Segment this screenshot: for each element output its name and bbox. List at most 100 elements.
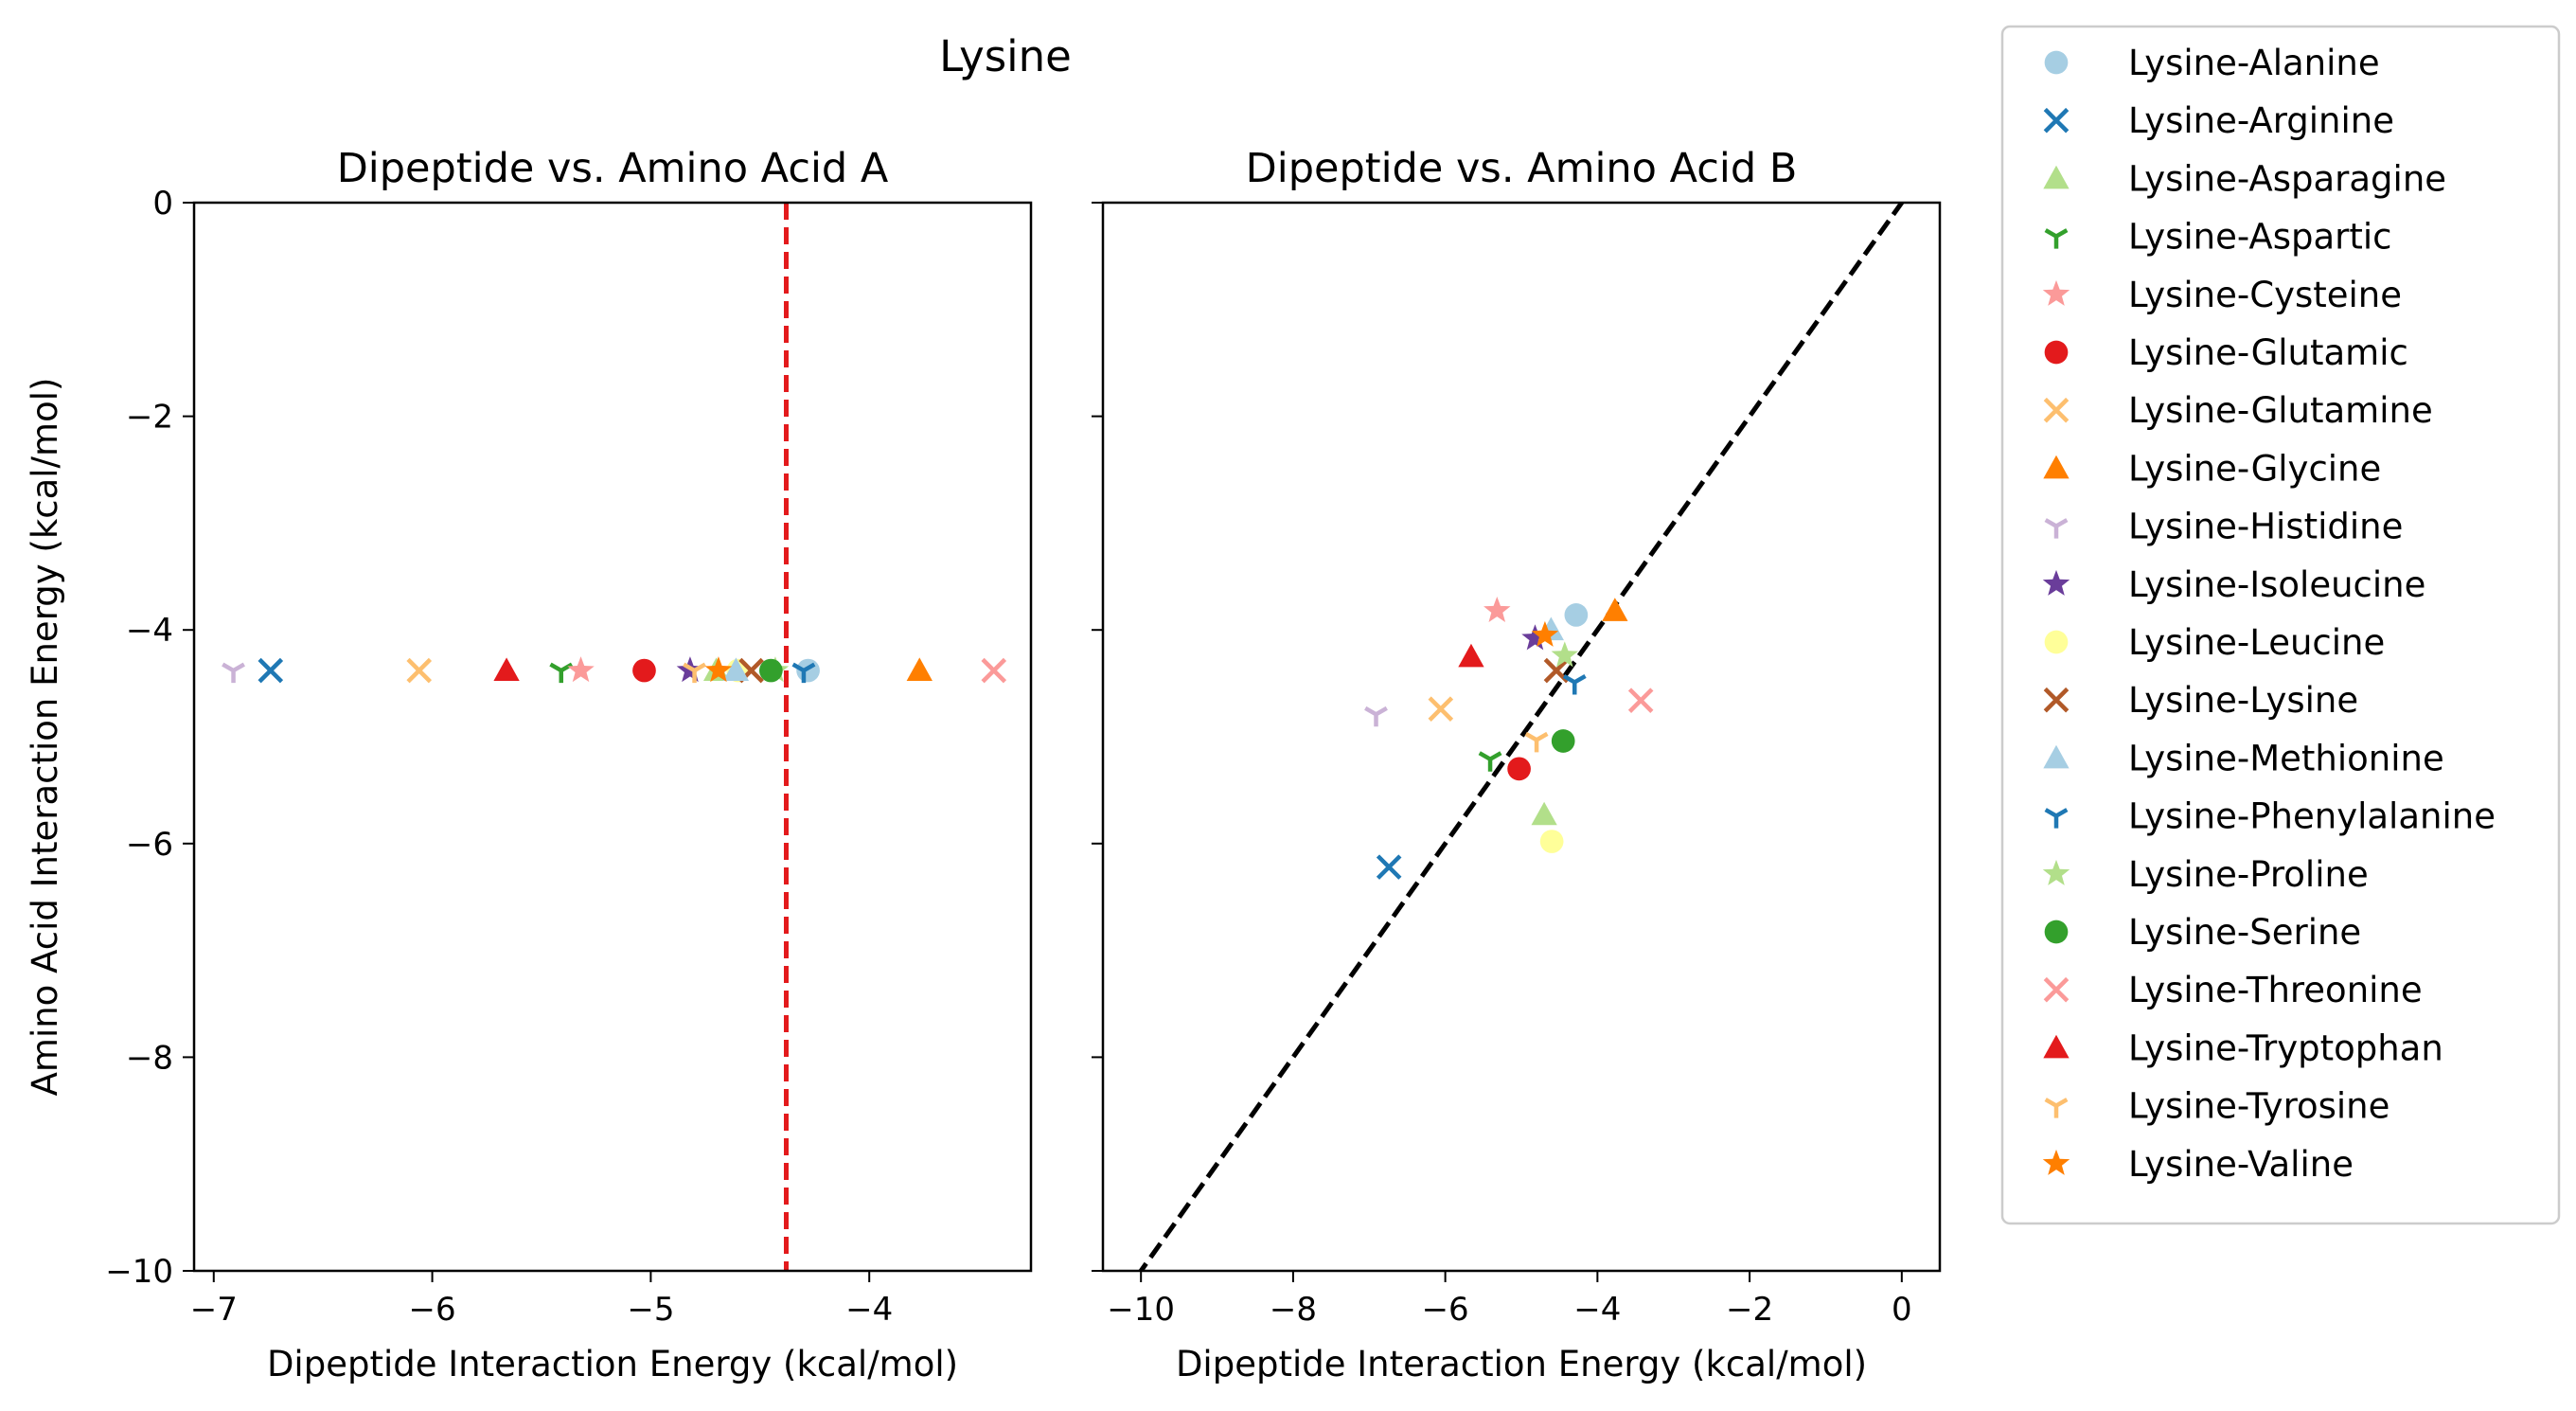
data-point-lysine-glutamine [1428,696,1454,722]
x-axis-label: Dipeptide Interaction Energy (kcal/mol) [1176,1344,1867,1384]
legend-item: Lysine-Isoleucine [2042,564,2425,605]
data-point-lysine-threonine [981,657,1007,684]
legend-item: Lysine-Phenylalanine [2044,796,2496,837]
data-point-lysine-glutamine [406,657,433,684]
legend-marker-lysine-glutamic [2044,340,2069,365]
legend-item: Lysine-Asparagine [2043,158,2446,199]
data-layer [1138,203,1905,1271]
legend-item: Lysine-Histidine [2044,507,2403,547]
legend-item: Lysine-Aspartic [2044,217,2392,258]
data-point-lysine-asparagine [1531,801,1557,826]
data-point-lysine-tyrosine [683,662,706,684]
legend-item: Lysine-Lysine [2043,680,2358,721]
legend-label: Lysine-Serine [2128,912,2361,953]
x-tick-label: −10 [1107,1291,1175,1329]
x-tick-label: −8 [1270,1291,1317,1329]
data-point-lysine-phenylalanine [1562,674,1587,695]
legend-marker-lysine-tryptophan [2043,1034,2070,1059]
legend-marker-lysine-threonine [2043,976,2070,1003]
data-point-lysine-tryptophan [493,657,520,681]
legend-label: Lysine-Glutamic [2128,332,2408,373]
legend: Lysine-Alanine Lysine-Arginine Lysine-Aspa… [2000,25,2561,1225]
legend-label: Lysine-Tyrosine [2128,1086,2389,1127]
data-point-lysine-cysteine [1483,596,1511,622]
legend-marker-lysine-phenylalanine [2044,808,2069,829]
legend-marker-lysine-histidine [2044,518,2069,539]
legend-item: Lysine-Arginine [2043,100,2394,141]
x-axis-label: Dipeptide Interaction Energy (kcal/mol) [267,1344,958,1384]
data-point-lysine-arginine [1376,854,1402,880]
legend-marker-lysine-tyrosine [2044,1098,2069,1118]
x-tick-label: −4 [845,1291,893,1329]
data-point-lysine-cysteine [567,656,595,683]
legend-label: Lysine-Proline [2128,854,2369,895]
x-tick-label: 0 [1892,1291,1912,1329]
legend-label: Lysine-Alanine [2128,43,2380,83]
data-point-lysine-threonine [1627,688,1654,713]
legend-label: Lysine-Arginine [2128,100,2394,141]
data-point-lysine-alanine [1564,603,1589,627]
legend-label: Lysine-Glutamine [2128,390,2433,431]
y-tick-label: −10 [105,1253,173,1291]
legend-item: Lysine-Leucine [2044,622,2385,663]
legend-item: Lysine-Proline [2042,854,2369,895]
legend-marker-lysine-leucine [2044,630,2069,654]
data-point-lysine-histidine [1364,706,1388,727]
legend-label: Lysine-Isoleucine [2128,564,2425,605]
data-point-lysine-valine [704,656,733,683]
legend-item: Lysine-Glycine [2043,448,2381,489]
legend-marker-lysine-isoleucine [2042,569,2070,596]
legend-label: Lysine-Histidine [2128,507,2403,547]
y-tick-label: −6 [126,826,173,864]
legend-marker-lysine-glutamine [2043,397,2070,423]
legend-marker-lysine-serine [2044,920,2069,944]
data-point-lysine-glycine [1602,598,1628,621]
panel-2: Dipeptide vs. Amino Acid B −10 −8 −6 −4 −2 0 Di… [1092,145,1942,1384]
y-tick-label: −4 [126,612,173,650]
legend-item: Lysine-Glutamic [2044,332,2408,373]
data-point-lysine-histidine [222,662,245,684]
chart-title: Lysine [939,31,1072,81]
legend-label: Lysine-Tryptophan [2128,1027,2443,1068]
legend-label: Lysine-Aspartic [2128,217,2392,258]
y-tick-label: 0 [152,185,173,223]
data-point-lysine-glutamic [1507,757,1531,781]
data-point-lysine-isoleucine [1521,624,1549,651]
data-point-lysine-aspartic [549,662,574,684]
x-tick-label: −6 [1422,1291,1469,1329]
data-point-lysine-proline [1551,641,1579,668]
legend-item: Lysine-Valine [2042,1144,2354,1185]
legend-label: Lysine-Methionine [2128,738,2444,778]
x-tick-label: −5 [627,1291,674,1329]
data-point-lysine-arginine [258,657,284,684]
legend-label: Lysine-Phenylalanine [2128,796,2496,837]
legend-label: Lysine-Valine [2128,1144,2354,1185]
legend-frame [2000,25,2561,1225]
x-tick-label: −2 [1726,1291,1773,1329]
x-tick-label: −4 [1573,1291,1621,1329]
legend-label: Lysine-Threonine [2128,970,2423,1010]
y-tick-label: −8 [126,1039,173,1077]
legend-marker-lysine-aspartic [2044,228,2069,249]
legend-marker-lysine-arginine [2043,107,2070,134]
legend-marker-lysine-methionine [2043,744,2070,769]
data-point-lysine-serine [758,658,783,683]
legend-item: Lysine-Glutamine [2043,390,2433,431]
data-point-lysine-valine [1531,620,1559,647]
data-point-lysine-methionine [722,657,750,681]
legend-marker-lysine-lysine [2043,687,2070,713]
data-point-lysine-glycine [906,657,933,681]
panel-1: Dipeptide vs. Amino Acid A −7 −6 −5 −4 0 −2 −4 −… [25,145,1033,1384]
x-tick-label: −6 [409,1291,456,1329]
legend-item: Lysine-Cysteine [2042,275,2402,315]
legend-label: Lysine-Leucine [2128,622,2385,663]
legend-marker-lysine-asparagine [2043,165,2070,189]
legend-marker-lysine-cysteine [2042,279,2070,306]
legend-label: Lysine-Lysine [2128,680,2358,721]
legend-marker-lysine-valine [2042,1149,2070,1175]
legend-item: Lysine-Serine [2044,912,2361,953]
legend-item: Lysine-Tyrosine [2044,1086,2389,1127]
legend-marker-lysine-glycine [2043,455,2070,479]
